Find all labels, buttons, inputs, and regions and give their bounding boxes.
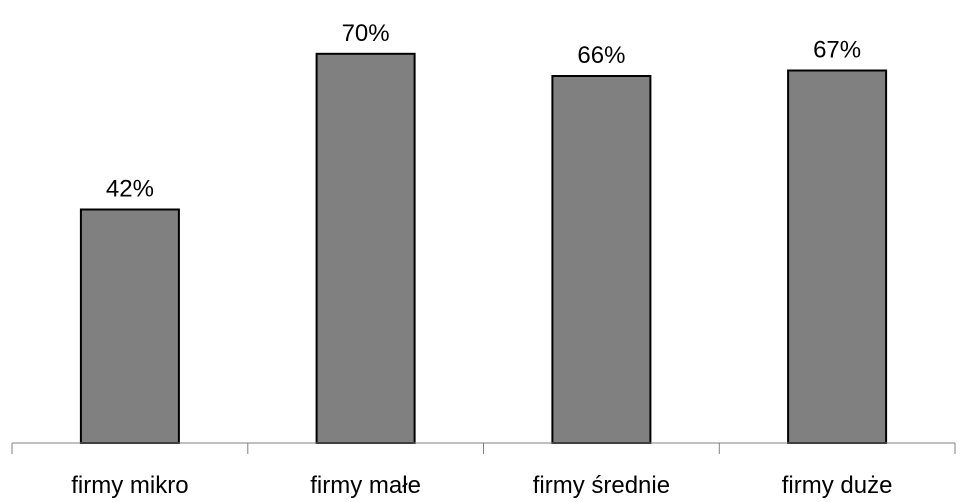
category-label: firmy duże: [782, 472, 893, 499]
data-label: 42%: [106, 176, 154, 203]
bars-group: [79, 52, 888, 445]
x-axis-ticks-group: [11, 443, 956, 454]
category-label: firmy mikro: [71, 472, 188, 499]
data-label: 67%: [813, 37, 861, 64]
bar: [315, 52, 416, 445]
category-label: firmy średnie: [533, 472, 670, 499]
category-labels-group: firmy mikro firmy małe firmy średnie firmy …: [71, 472, 892, 499]
bar: [551, 75, 652, 444]
data-label: 70%: [342, 20, 390, 47]
category-label: firmy małe: [310, 472, 421, 499]
data-labels-group: 42% 70% 66% 67%: [106, 20, 861, 203]
bar: [787, 69, 888, 444]
bar: [79, 208, 180, 444]
data-label: 66%: [577, 42, 625, 69]
